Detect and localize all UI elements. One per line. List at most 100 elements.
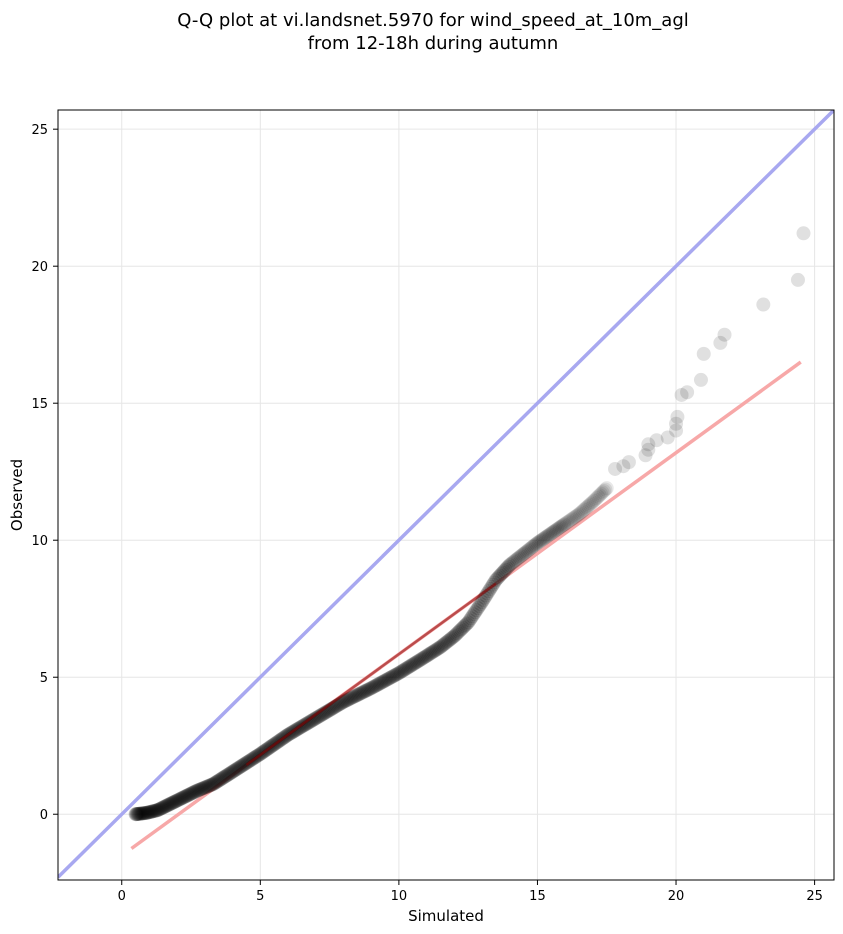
data-point [166,795,181,810]
data-point [458,618,473,633]
data-point [547,524,562,539]
plot-frame [57,109,835,881]
data-point [513,549,528,564]
data-point [393,664,408,679]
data-point [381,671,396,686]
x-axis-label: Simulated [408,907,484,925]
data-point [379,672,394,687]
data-point [171,792,186,807]
data-point [207,776,222,791]
data-point [162,797,177,812]
data-point [399,661,414,676]
data-point [183,787,198,802]
data-point [233,759,248,774]
data-point [161,798,176,813]
data-point [466,607,481,622]
data-point [226,763,241,778]
data-point [337,694,352,709]
data-point [340,693,355,708]
data-point [388,667,403,682]
data-point [238,756,253,771]
data-point [308,711,323,726]
data-point [552,520,567,535]
data-point [345,690,360,705]
y-tick-label: 0 [40,808,48,823]
data-point [391,666,406,681]
data-point [348,689,363,704]
data-point [341,692,356,707]
y-tick-label: 20 [31,260,48,275]
data-point [185,786,200,801]
data-point [438,636,453,651]
data-point [151,802,166,817]
data-point [198,780,213,795]
data-point [224,765,239,780]
data-point [376,674,391,689]
data-point [175,790,190,805]
data-point [210,774,225,789]
data-point [307,712,322,727]
data-point [555,518,570,533]
data-point [196,781,211,796]
data-point [592,488,607,503]
data-point [594,486,609,501]
x-tick-label: 20 [668,889,685,904]
data-point [140,805,155,820]
data-point [300,716,315,731]
data-point [140,805,155,820]
data-point [581,499,596,514]
data-point [442,633,457,648]
data-point [186,785,201,800]
data-point [523,541,538,556]
data-point [201,778,216,793]
data-point [158,799,173,814]
data-point [383,670,398,685]
data-point [419,649,434,664]
data-point [208,775,223,790]
data-point [536,532,551,547]
data-point [584,496,599,511]
data-point [211,773,226,788]
data-point [375,675,390,690]
data-point [524,540,539,555]
data-point [520,543,535,558]
data-point-tail [638,448,653,463]
data-point [199,779,214,794]
data-point [206,777,221,792]
data-point-tail [674,387,689,402]
y-axis-label: Observed [8,459,26,531]
data-point [169,793,184,808]
chart-title-line1: Q-Q plot at vi.landsnet.5970 for wind_sp… [177,10,689,31]
data-point [474,595,489,610]
data-point [571,507,586,522]
data-point [222,766,237,781]
data-point [473,597,488,612]
data-point [531,535,546,550]
data-point [172,792,187,807]
data-point [423,646,438,661]
data-point [216,770,231,785]
data-point [155,800,170,815]
data-point [141,805,156,820]
data-point [174,791,189,806]
data-point [313,708,328,723]
data-point [463,611,478,626]
data-point [389,667,404,682]
data-point [160,798,175,813]
data-point-tail [717,327,732,342]
data-point [401,659,416,674]
data-point [136,806,151,821]
data-point [392,665,407,680]
data-point [312,709,327,724]
data-point [164,796,179,811]
data-point [395,664,410,679]
data-point [412,653,427,668]
data-point [378,673,393,688]
data-point [545,525,560,540]
data-point [530,535,545,550]
data-point [588,492,603,507]
data-point [405,657,420,672]
chart-title-line2: from 12-18h during autumn [308,33,559,54]
data-point [400,660,415,675]
data-point [144,804,159,819]
